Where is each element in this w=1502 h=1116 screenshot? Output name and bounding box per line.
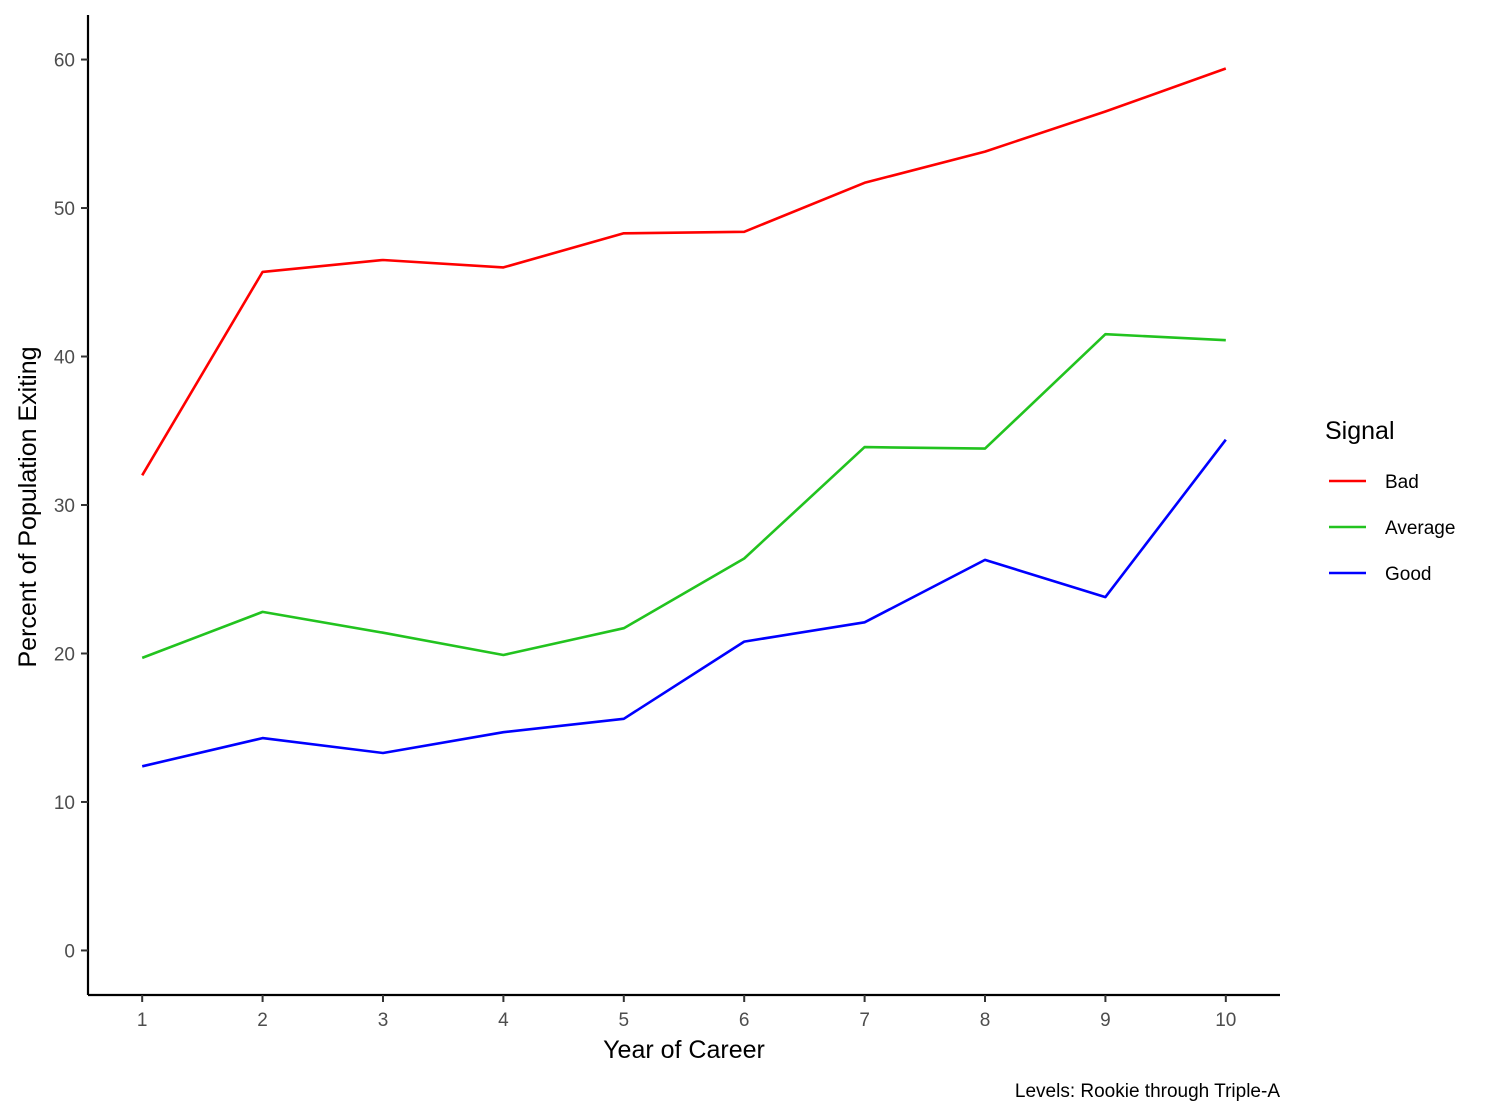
chart-caption: Levels: Rookie through Triple-A (1015, 1081, 1280, 1102)
series-lines (141, 67, 1227, 768)
legend-label-bad: Bad (1385, 472, 1419, 493)
legend-title: Signal (1325, 417, 1395, 445)
x-tick-label: 10 (1215, 1010, 1236, 1031)
y-tick-label: 20 (54, 644, 75, 665)
x-tick-label: 2 (257, 1010, 268, 1031)
x-tick-label: 4 (498, 1010, 509, 1031)
series-line-average (141, 332, 1226, 660)
x-tick-label: 6 (739, 1010, 750, 1031)
x-tick-label: 5 (619, 1010, 630, 1031)
x-tick-label: 3 (378, 1010, 389, 1031)
x-tick-label: 7 (859, 1010, 870, 1031)
legend-label-good: Good (1385, 564, 1431, 585)
y-tick-label: 50 (54, 199, 75, 220)
y-axis-title: Percent of Population Exiting (14, 346, 42, 667)
y-tick-label: 0 (64, 941, 75, 962)
series-line-good (141, 438, 1227, 768)
x-tick-label: 9 (1100, 1010, 1111, 1031)
y-tick-label: 60 (54, 51, 75, 72)
legend-label-average: Average (1385, 518, 1455, 539)
x-tick-label: 1 (137, 1010, 148, 1031)
y-tick-label: 30 (54, 496, 75, 517)
x-tick-label: 8 (980, 1010, 991, 1031)
legend: Bad Average Good (1329, 472, 1455, 585)
axes: 0 10 20 30 40 50 60 1 2 3 4 5 6 7 8 9 10 (54, 15, 1280, 1031)
y-tick-label: 40 (54, 348, 75, 369)
y-tick-label: 10 (54, 793, 75, 814)
x-axis-title: Year of Career (603, 1036, 765, 1064)
series-line-bad (141, 67, 1227, 476)
